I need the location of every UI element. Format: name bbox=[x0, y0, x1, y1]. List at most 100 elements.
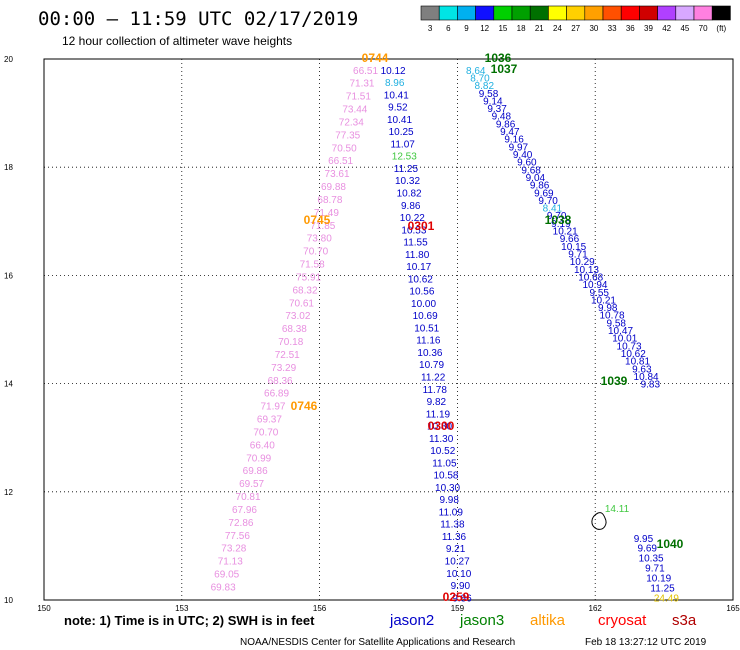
pass-time-label: 0745 bbox=[304, 213, 331, 227]
y-tick-label: 18 bbox=[4, 163, 13, 172]
pass-time-label: 1038 bbox=[545, 213, 572, 227]
wave-height-value: 10.27 bbox=[445, 556, 470, 567]
color-scale-swatch bbox=[511, 5, 531, 21]
wave-height-value: 11.16 bbox=[416, 336, 441, 347]
wave-height-value: 8.70 bbox=[470, 73, 490, 84]
y-tick-label: 16 bbox=[4, 271, 13, 280]
wave-height-value: 10.21 bbox=[553, 227, 578, 238]
wave-height-value: 71.51 bbox=[346, 92, 371, 103]
color-scale-label: 9 bbox=[464, 24, 469, 33]
wave-height-value: 69.83 bbox=[211, 582, 236, 593]
wave-height-value: 9.69 bbox=[638, 544, 658, 555]
wave-height-value: 10.12 bbox=[381, 66, 406, 77]
wave-height-value: 10.94 bbox=[582, 280, 607, 291]
wave-height-value: 9.58 bbox=[607, 318, 627, 329]
wave-height-value: 10.10 bbox=[446, 569, 471, 580]
footer-timestamp: Feb 18 13:27:12 UTC 2019 bbox=[585, 637, 707, 648]
color-scale-label: 18 bbox=[517, 24, 526, 33]
color-scale-label: 45 bbox=[680, 24, 689, 33]
wave-height-value: 71.13 bbox=[218, 557, 243, 568]
wave-height-value: 9.63 bbox=[632, 364, 652, 375]
wave-height-value: 70.18 bbox=[278, 337, 303, 348]
wave-height-value: 73.80 bbox=[307, 234, 332, 245]
wave-height-value: 10.73 bbox=[617, 341, 642, 352]
pass-time-label: 1036 bbox=[485, 51, 512, 65]
wave-height-value: 10.35 bbox=[639, 554, 664, 565]
satellite-legend-jason3: jason3 bbox=[459, 612, 504, 629]
grid-lines bbox=[44, 59, 733, 600]
wave-height-value: 10.41 bbox=[387, 115, 412, 126]
wave-height-value: 10.80 bbox=[427, 422, 452, 433]
wave-height-value: 11.09 bbox=[439, 507, 464, 518]
wave-height-value: 9.71 bbox=[568, 249, 588, 260]
wave-height-value: 10.30 bbox=[435, 483, 460, 494]
pass-time-label: 1039 bbox=[601, 374, 628, 388]
wave-height-value: 66.89 bbox=[264, 389, 289, 400]
x-tick-label: 159 bbox=[451, 604, 465, 613]
wave-height-value: 9.98 bbox=[598, 303, 618, 314]
wave-height-value: 70.70 bbox=[303, 247, 328, 258]
wave-height-value: 9.86 bbox=[496, 119, 516, 130]
wave-height-value: 9.68 bbox=[521, 165, 541, 176]
wave-height-value: 10.41 bbox=[384, 90, 409, 101]
wave-height-value: 8.82 bbox=[475, 81, 495, 92]
wave-height-value: 10.53 bbox=[401, 225, 426, 236]
wave-height-value: 10.78 bbox=[599, 311, 624, 322]
color-scale-swatch bbox=[584, 5, 604, 21]
color-scale-swatch bbox=[639, 5, 658, 21]
x-tick-label: 153 bbox=[175, 604, 189, 613]
track-jason2: 10.128.9610.419.5210.4110.2511.0712.5311… bbox=[381, 66, 473, 604]
units-note: note: 1) Time is in UTC; 2) SWH is in fe… bbox=[64, 613, 315, 628]
wave-height-value: 73.61 bbox=[325, 169, 350, 180]
wave-height-value: 68.32 bbox=[293, 285, 318, 296]
wave-height-value: 69.88 bbox=[321, 182, 346, 193]
wave-height-value: 10.51 bbox=[414, 323, 439, 334]
wave-height-value: 9.60 bbox=[517, 158, 537, 169]
wave-height-value: 8.64 bbox=[466, 66, 486, 77]
wave-height-value: 9.40 bbox=[513, 150, 533, 161]
pass-time-label: 1040 bbox=[657, 537, 684, 551]
wave-height-value: 9.04 bbox=[526, 173, 546, 184]
axis-ticks: 150 153 156 159 162 165 10 12 14 16 18 20 bbox=[4, 55, 740, 613]
color-scale-label: (ft) bbox=[716, 24, 726, 33]
pass-time-label: 0746 bbox=[291, 399, 318, 413]
wave-height-value: 72.86 bbox=[228, 518, 253, 529]
wave-height-value: 10.29 bbox=[570, 257, 595, 268]
pass-time-label: 1037 bbox=[491, 62, 518, 76]
wave-height-value: 10.01 bbox=[612, 334, 637, 345]
wave-height-value: 9.86 bbox=[452, 593, 472, 604]
y-tick-label: 14 bbox=[4, 380, 13, 389]
color-scale-swatch bbox=[420, 5, 440, 21]
color-scale-label: 30 bbox=[589, 24, 598, 33]
wave-height-value: 75.91 bbox=[296, 272, 321, 283]
satellite-legend: jason2 jason3 altika cryosat s3a bbox=[389, 612, 697, 629]
color-scale-label: 12 bbox=[480, 24, 489, 33]
wave-height-value: 9.86 bbox=[530, 181, 550, 192]
wave-height-value: 12.53 bbox=[392, 152, 417, 163]
color-scale-swatch bbox=[438, 5, 458, 21]
color-scale-swatch bbox=[529, 5, 549, 21]
wave-height-value: 10.68 bbox=[578, 272, 603, 283]
x-tick-label: 150 bbox=[37, 604, 51, 613]
track-jason3: 8.648.708.829.589.149.379.489.869.479.16… bbox=[466, 66, 660, 391]
wave-height-value: 9.70 bbox=[547, 211, 567, 222]
wave-height-value: 66.51 bbox=[353, 66, 378, 77]
y-tick-label: 10 bbox=[4, 596, 13, 605]
color-scale-swatch bbox=[675, 5, 695, 21]
wave-height-value: 10.81 bbox=[625, 357, 650, 368]
footer-credit: NOAA/NESDIS Center for Satellite Applica… bbox=[240, 637, 515, 648]
wave-height-value: 9.14 bbox=[483, 96, 503, 107]
wave-height-value: 9.58 bbox=[479, 89, 499, 100]
wave-height-value: 9.97 bbox=[509, 142, 529, 153]
wave-height-value: 70.50 bbox=[332, 143, 357, 154]
wave-height-value: 10.32 bbox=[395, 176, 420, 187]
wave-height-value: 70.99 bbox=[246, 453, 271, 464]
wave-height-value: 73.29 bbox=[271, 363, 296, 374]
wave-height-value: 9.16 bbox=[504, 135, 524, 146]
pass-time-label: 0300 bbox=[428, 419, 455, 433]
y-tick-label: 20 bbox=[4, 55, 13, 64]
wave-height-value: 66.51 bbox=[328, 156, 353, 167]
